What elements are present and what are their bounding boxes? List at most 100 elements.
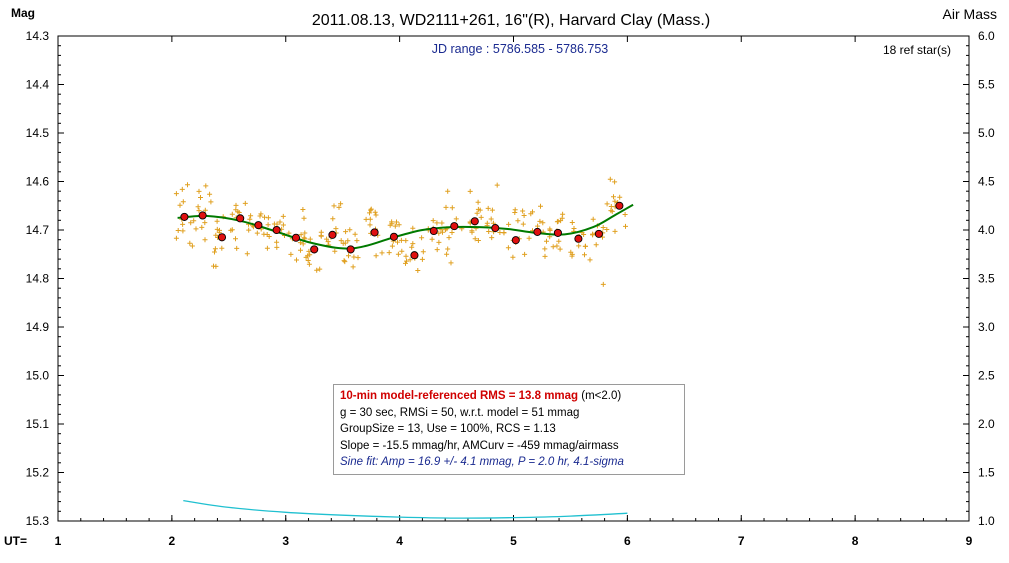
raw-data-point	[556, 238, 562, 244]
raw-data-point	[445, 188, 451, 194]
binned-mean-point	[615, 201, 624, 210]
raw-data-point	[403, 253, 409, 259]
stats-line-cadence: g = 30 sec, RMSi = 50, w.r.t. model = 51…	[340, 406, 580, 419]
raw-data-point	[347, 227, 353, 233]
raw-data-point	[196, 188, 202, 194]
raw-data-point	[522, 251, 528, 257]
raw-data-point	[395, 239, 400, 245]
y-tick-label: 14.6	[26, 175, 50, 189]
raw-data-point	[332, 248, 338, 254]
raw-data-point	[367, 216, 373, 222]
raw-data-point	[440, 229, 445, 235]
binned-mean-point	[328, 230, 337, 239]
raw-data-point	[352, 231, 358, 237]
raw-data-point	[341, 258, 347, 264]
raw-data-point	[342, 259, 348, 265]
raw-data-point	[617, 194, 623, 200]
y-tick-label: 14.9	[26, 320, 50, 334]
raw-data-point	[301, 235, 307, 241]
x-tick-label: 6	[624, 534, 631, 548]
raw-data-point	[257, 213, 263, 219]
raw-data-point	[392, 223, 398, 229]
raw-data-point	[387, 222, 393, 228]
raw-data-point	[407, 257, 413, 263]
model-curve-layer	[177, 203, 634, 250]
raw-data-point	[367, 222, 373, 228]
raw-data-point	[330, 216, 336, 222]
raw-data-point	[582, 243, 588, 249]
raw-data-point	[488, 216, 494, 222]
binned-mean-point	[450, 222, 459, 231]
raw-data-point	[434, 220, 440, 226]
raw-data-point	[472, 236, 478, 242]
raw-data-point	[266, 234, 272, 239]
raw-data-point	[403, 238, 409, 244]
raw-data-point	[587, 257, 593, 263]
raw-data-point	[419, 256, 425, 262]
raw-data-point	[475, 199, 481, 205]
raw-data-point	[203, 183, 209, 189]
raw-data-point	[434, 247, 440, 253]
raw-data-point	[274, 239, 280, 245]
raw-data-point	[558, 218, 564, 224]
stats-line-slope: Slope = -15.5 mmag/hr, AMCurv = -459 mma…	[340, 439, 619, 452]
raw-data-point	[547, 226, 553, 232]
raw-data-point	[611, 194, 616, 200]
raw-data-point	[246, 227, 252, 233]
raw-data-point	[208, 199, 214, 205]
raw-data-point	[212, 246, 218, 252]
y-tick-label: 14.8	[26, 272, 50, 286]
raw-data-point	[389, 243, 395, 249]
raw-data-point	[191, 218, 197, 224]
binned-mean-point	[594, 229, 603, 238]
airmass-tick-label: 3.0	[978, 320, 995, 334]
raw-data-point	[216, 229, 222, 235]
raw-data-point	[202, 237, 208, 243]
raw-data-point	[404, 258, 409, 264]
binned-mean-point	[553, 228, 562, 237]
raw-data-point	[555, 218, 561, 224]
raw-data-point	[520, 221, 526, 227]
raw-data-point	[420, 249, 426, 255]
raw-data-point	[590, 232, 596, 238]
raw-data-point	[410, 225, 416, 231]
raw-data-point	[506, 221, 512, 227]
stats-line-sine-fit: Sine fit: Amp = 16.9 +/- 4.1 mmag, P = 2…	[340, 456, 624, 468]
airmass-tick-label: 6.0	[978, 29, 995, 43]
raw-data-point	[608, 204, 614, 209]
raw-data-point	[336, 204, 342, 210]
raw-data-point	[443, 204, 449, 210]
raw-data-point	[180, 199, 186, 205]
raw-data-point	[367, 210, 372, 216]
raw-data-point	[177, 202, 183, 208]
raw-data-point	[571, 226, 577, 231]
binned-mean-point	[574, 234, 583, 243]
raw-data-point	[415, 268, 421, 273]
raw-data-point	[612, 198, 618, 204]
raw-data-point	[389, 219, 395, 225]
jd-range-label: JD range : 5786.585 - 5786.753	[432, 42, 609, 56]
raw-data-point	[187, 240, 193, 246]
raw-data-point	[467, 188, 473, 194]
raw-data-point	[179, 186, 185, 192]
raw-data-point	[298, 232, 304, 238]
raw-data-point	[198, 195, 203, 200]
raw-data-point	[331, 203, 337, 209]
raw-data-point	[623, 223, 628, 229]
raw-data-point	[609, 208, 615, 214]
raw-data-point	[535, 223, 541, 229]
raw-data-point	[410, 241, 416, 247]
raw-data-point	[236, 210, 242, 215]
raw-data-point	[175, 228, 181, 233]
binned-mean-point	[236, 214, 245, 223]
raw-data-point	[350, 264, 356, 270]
raw-data-point	[354, 238, 360, 244]
raw-data-point	[449, 205, 455, 211]
x-tick-label: 9	[966, 534, 973, 548]
raw-data-point	[338, 201, 344, 207]
raw-data-point	[439, 220, 445, 226]
raw-data-point	[453, 216, 459, 222]
raw-data-point	[394, 219, 399, 225]
raw-data-point	[600, 281, 606, 287]
raw-data-point	[430, 218, 436, 224]
